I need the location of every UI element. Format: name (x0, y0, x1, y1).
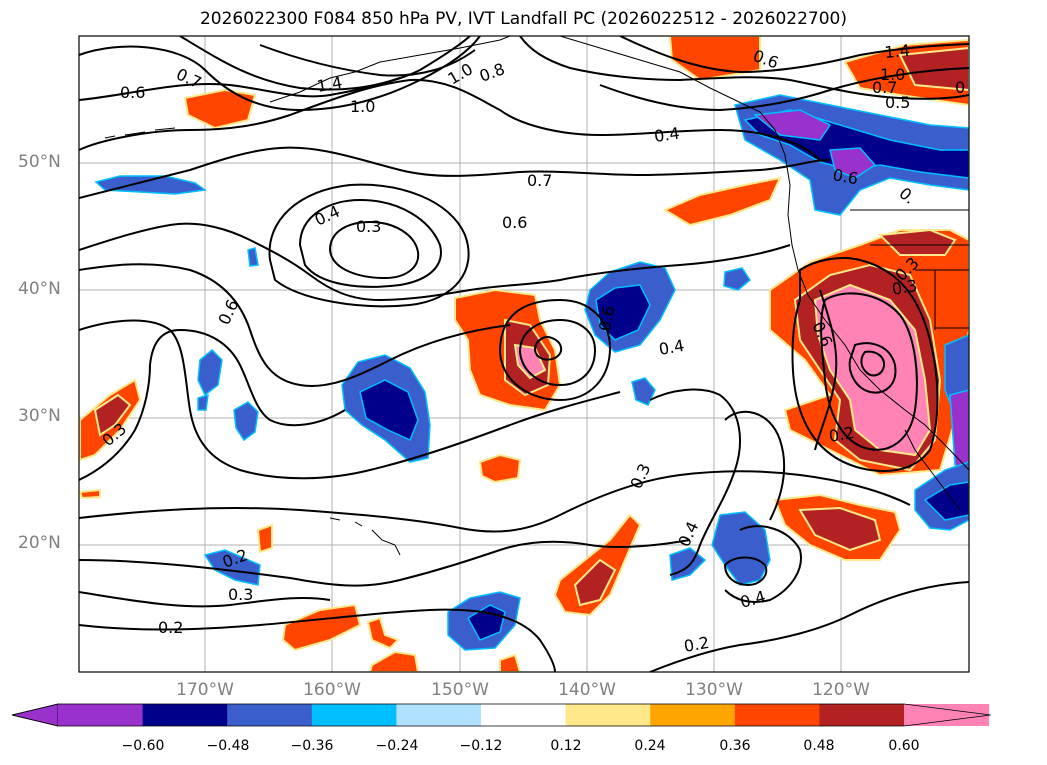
colorbar-tick-label: 0.24 (634, 738, 666, 754)
contour-label: 0.7 (527, 171, 552, 190)
chart-title: 2026022300 F084 850 hPa PV, IVT Landfall… (199, 9, 847, 29)
contour-label: 0.3 (356, 217, 381, 236)
colorbar-tick-label: 0.60 (888, 738, 920, 754)
colorbar-segment (650, 704, 736, 726)
contour-label: 1.4 (884, 41, 911, 62)
lon-label-130w: 130°W (685, 680, 743, 700)
contour-label: 0.2 (827, 423, 855, 446)
lon-label-150w: 150°W (431, 680, 489, 700)
colorbar-segment (396, 704, 482, 726)
lon-label-120w: 120°W (812, 680, 870, 700)
colorbar-segment (142, 704, 228, 726)
contour-label: 0.6 (120, 83, 145, 102)
colorbar-segment (58, 704, 144, 726)
contour-label: 1.0 (880, 65, 905, 84)
lat-label-30n: 30°N (18, 406, 61, 426)
colorbar-tick-label: 0.36 (719, 738, 751, 754)
lat-label-40n: 40°N (18, 279, 61, 299)
contour-label: 0.2 (682, 633, 710, 656)
contour-label: 0.6 (831, 165, 859, 188)
colorbar-extend-low (11, 703, 59, 727)
contour-label: 1.0 (350, 97, 375, 116)
colorbar (11, 703, 991, 727)
lat-label-20n: 20°N (18, 533, 61, 553)
colorbar-segment (565, 704, 651, 726)
lon-label-170w: 170°W (176, 680, 234, 700)
contour-label: 1.4 (315, 73, 343, 96)
colorbar-segment (819, 704, 905, 726)
lat-label-50n: 50°N (18, 152, 61, 172)
contour-label: 0.6 (502, 213, 527, 232)
pv-contours (79, 36, 969, 672)
contour-label: 0.4 (653, 124, 681, 146)
colorbar-segment (227, 704, 313, 726)
contour-label: 0.3 (228, 585, 253, 604)
colorbar-tick-label: −0.60 (121, 738, 165, 754)
colorbar-tick-label: −0.24 (375, 738, 419, 754)
colorbar-tick-label: 0.12 (550, 738, 582, 754)
lon-label-140w: 140°W (558, 680, 616, 700)
colorbar-outline (11, 703, 991, 727)
colorbar-extend-high (904, 704, 991, 726)
contour-label: 0.4 (657, 336, 685, 359)
negative-anomalies (94, 94, 969, 651)
contour-label: 0.3 (890, 276, 918, 299)
contour-label: 0.2 (158, 618, 183, 637)
colorbar-tick-label: −0.12 (459, 738, 503, 754)
colorbar-segment (311, 704, 397, 726)
colorbar-tick-label: −0.36 (290, 738, 334, 754)
colorbar-segment (481, 704, 567, 726)
contour-label: 0.5 (885, 93, 910, 112)
colorbar-tick-label: −0.48 (206, 738, 250, 754)
map-frame (78, 35, 970, 673)
colorbar-tick-label: 0.48 (803, 738, 835, 754)
contour-label: 0 (955, 78, 965, 97)
colorbar-segment (734, 704, 820, 726)
contour-label: 0.6 (595, 304, 618, 332)
contour-label: 0.7 (872, 78, 897, 97)
lon-label-160w: 160°W (303, 680, 361, 700)
